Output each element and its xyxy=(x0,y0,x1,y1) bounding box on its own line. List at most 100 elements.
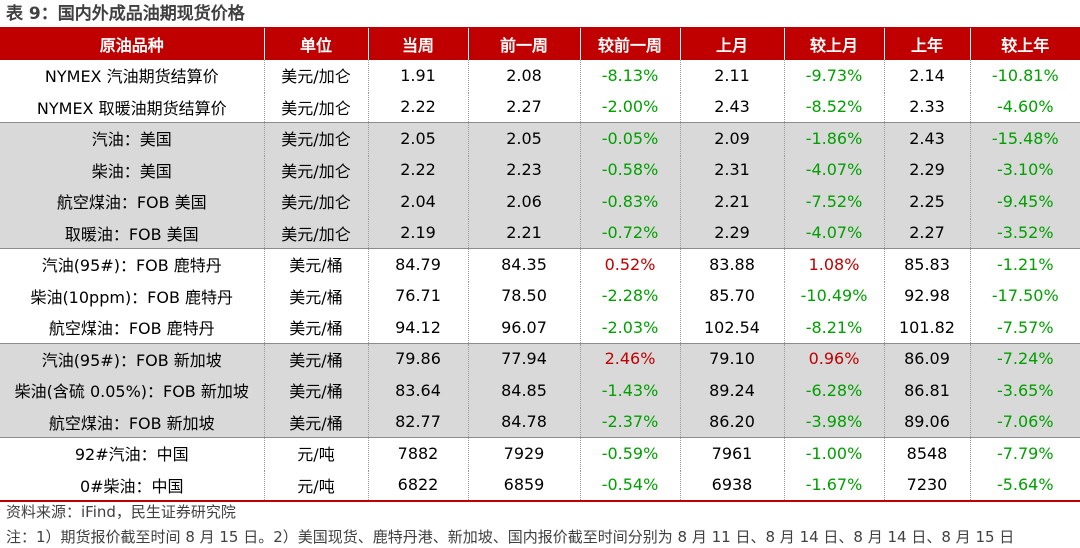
product-cell: 柴油：美国 xyxy=(0,154,265,186)
current-week-cell: 79.86 xyxy=(368,343,469,375)
prev-month-cell: 2.31 xyxy=(680,154,785,186)
table-row: 汽油(95#)：FOB 新加坡 美元/桶 79.86 77.94 2.46% 79.10 0… xyxy=(0,343,1080,375)
product-cell: 汽油(95#)：FOB 鹿特丹 xyxy=(0,248,265,281)
change-month-cell: -7.52% xyxy=(784,185,885,218)
prev-week-cell: 2.21 xyxy=(468,217,581,249)
prev-year-cell: 2.25 xyxy=(884,185,971,218)
current-week-cell: 7882 xyxy=(368,437,469,470)
table-row: 92#汽油：中国 元/吨 7882 7929 -0.59% 7961 -1.00% 8548-… xyxy=(0,437,1080,470)
table-row: 汽油：美国 美元/加仑 2.05 2.05 -0.05% 2.09 -1.86% 2.43 -1… xyxy=(0,122,1080,155)
unit-cell: 元/吨 xyxy=(264,437,369,470)
unit-cell: 美元/桶 xyxy=(264,343,369,375)
change-month-cell: -10.49% xyxy=(784,280,885,312)
change-week-cell: -1.43% xyxy=(580,374,681,407)
change-week-cell: -2.00% xyxy=(580,91,681,123)
prev-month-cell: 2.43 xyxy=(680,91,785,123)
table-title: 表 9：国内外成品油期现货价格 xyxy=(6,4,245,24)
current-week-cell: 94.12 xyxy=(368,311,469,344)
change-month-cell: -1.67% xyxy=(784,469,885,502)
unit-cell: 美元/加仑 xyxy=(264,185,369,218)
product-cell: 取暖油：FOB 美国 xyxy=(0,217,265,249)
prev-week-cell: 77.94 xyxy=(468,343,581,375)
prev-year-cell: 86.81 xyxy=(884,374,971,407)
change-week-cell: 2.46% xyxy=(580,343,681,375)
col-header-current-week: 当周 xyxy=(368,28,469,60)
prev-month-cell: 6938 xyxy=(680,469,785,502)
change-year-cell: -5.64% xyxy=(970,469,1080,502)
prev-week-cell: 84.35 xyxy=(468,248,581,281)
table-row: NYMEX 取暖油期货结算价 美元/加仑 2.22 2.27 -2.00% 2.43 -8.… xyxy=(0,91,1080,123)
prev-year-cell: 101.82 xyxy=(884,311,971,344)
change-month-cell: -8.52% xyxy=(784,91,885,123)
product-cell: 0#柴油：中国 xyxy=(0,469,265,502)
change-year-cell: -7.06% xyxy=(970,406,1080,438)
unit-cell: 美元/加仑 xyxy=(264,154,369,186)
change-week-cell: -8.13% xyxy=(580,60,681,92)
prev-week-cell: 7929 xyxy=(468,437,581,470)
prev-week-cell: 96.07 xyxy=(468,311,581,344)
table-row: 0#柴油：中国 元/吨 6822 6859 -0.54% 6938 -1.67% 7230 -5… xyxy=(0,469,1080,502)
prev-month-cell: 2.11 xyxy=(680,60,785,92)
product-cell: 航空煤油：FOB 鹿特丹 xyxy=(0,311,265,344)
prev-year-cell: 2.29 xyxy=(884,154,971,186)
prev-week-cell: 2.08 xyxy=(468,60,581,92)
current-week-cell: 6822 xyxy=(368,469,469,502)
change-year-cell: -17.50% xyxy=(970,280,1080,312)
table-body: NYMEX 汽油期货结算价 美元/加仑 1.91 2.08 -8.13% 2.11 -9.7… xyxy=(0,60,1080,502)
unit-cell: 美元/桶 xyxy=(264,406,369,438)
prev-year-cell: 92.98 xyxy=(884,280,971,312)
current-week-cell: 76.71 xyxy=(368,280,469,312)
title-rule xyxy=(0,27,1080,28)
change-month-cell: -8.21% xyxy=(784,311,885,344)
prev-week-cell: 2.05 xyxy=(468,122,581,155)
change-year-cell: -7.79% xyxy=(970,437,1080,470)
prev-month-cell: 7961 xyxy=(680,437,785,470)
prev-week-cell: 2.23 xyxy=(468,154,581,186)
price-table: 原油品种 单位 当周 前一周 较前一周 上月 较上月 上年 较上年 NYMEX … xyxy=(0,28,1080,502)
change-year-cell: -3.10% xyxy=(970,154,1080,186)
table-row: 柴油(含硫 0.05%)：FOB 新加坡 美元/桶 83.64 84.85 -1.43%… xyxy=(0,374,1080,407)
unit-cell: 美元/桶 xyxy=(264,248,369,281)
change-year-cell: -3.65% xyxy=(970,374,1080,407)
col-header-change-month: 较上月 xyxy=(784,28,885,60)
table-row: 柴油(10ppm)：FOB 鹿特丹 美元/桶 76.71 78.50 -2.28% 85.… xyxy=(0,280,1080,312)
change-year-cell: -3.52% xyxy=(970,217,1080,249)
col-header-prev-year: 上年 xyxy=(884,28,971,60)
change-week-cell: -2.37% xyxy=(580,406,681,438)
unit-cell: 元/吨 xyxy=(264,469,369,502)
product-cell: NYMEX 取暖油期货结算价 xyxy=(0,91,265,123)
col-header-change-year: 较上年 xyxy=(970,28,1080,60)
table-row: 取暖油：FOB 美国 美元/加仑 2.19 2.21 -0.72% 2.29 -4.07% 2… xyxy=(0,217,1080,249)
change-week-cell: -2.28% xyxy=(580,280,681,312)
change-year-cell: -15.48% xyxy=(970,122,1080,155)
change-year-cell: -9.45% xyxy=(970,185,1080,218)
table-row: 航空煤油：FOB 鹿特丹 美元/桶 94.12 96.07 -2.03% 102.54 -8… xyxy=(0,311,1080,344)
table-row: 航空煤油：FOB 美国 美元/加仑 2.04 2.06 -0.83% 2.21 -7.52%… xyxy=(0,185,1080,218)
source-note: 资料来源：iFind，民生证券研究院 xyxy=(6,503,236,521)
change-week-cell: -0.05% xyxy=(580,122,681,155)
unit-cell: 美元/桶 xyxy=(264,311,369,344)
change-month-cell: 0.96% xyxy=(784,343,885,375)
col-header-product: 原油品种 xyxy=(0,28,265,60)
change-week-cell: -0.83% xyxy=(580,185,681,218)
prev-year-cell: 7230 xyxy=(884,469,971,502)
change-month-cell: -4.07% xyxy=(784,154,885,186)
product-cell: 柴油(10ppm)：FOB 鹿特丹 xyxy=(0,280,265,312)
change-month-cell: -6.28% xyxy=(784,374,885,407)
prev-month-cell: 86.20 xyxy=(680,406,785,438)
current-week-cell: 2.22 xyxy=(368,91,469,123)
prev-year-cell: 2.43 xyxy=(884,122,971,155)
header-row: 原油品种 单位 当周 前一周 较前一周 上月 较上月 上年 较上年 xyxy=(0,28,1080,60)
change-year-cell: -7.24% xyxy=(970,343,1080,375)
table-row: 汽油(95#)：FOB 鹿特丹 美元/桶 84.79 84.35 0.52% 83.88 1… xyxy=(0,248,1080,281)
current-week-cell: 1.91 xyxy=(368,60,469,92)
current-week-cell: 2.19 xyxy=(368,217,469,249)
unit-cell: 美元/加仑 xyxy=(264,60,369,92)
prev-week-cell: 84.78 xyxy=(468,406,581,438)
current-week-cell: 82.77 xyxy=(368,406,469,438)
prev-week-cell: 2.06 xyxy=(468,185,581,218)
change-week-cell: -2.03% xyxy=(580,311,681,344)
change-month-cell: 1.08% xyxy=(784,248,885,281)
change-week-cell: -0.59% xyxy=(580,437,681,470)
prev-week-cell: 2.27 xyxy=(468,91,581,123)
